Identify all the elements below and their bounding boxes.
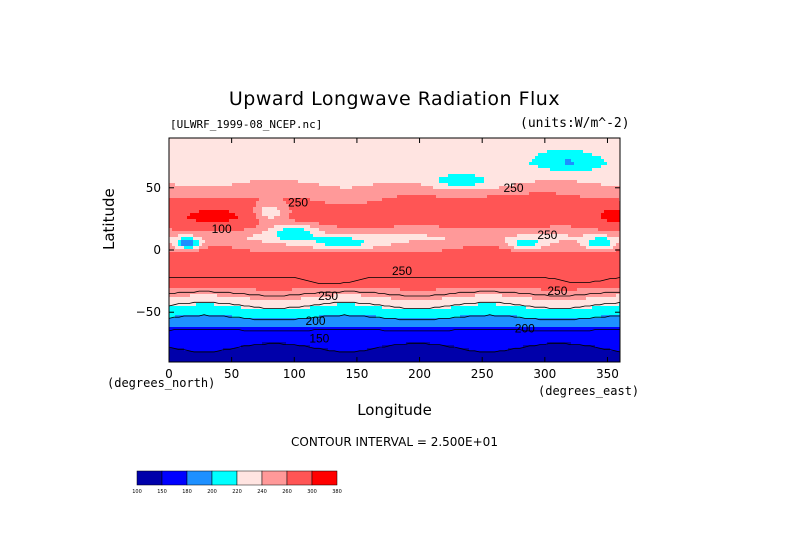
x-tick-label: 50 — [224, 367, 239, 381]
colorbar-swatch — [286, 470, 313, 486]
x-tick-label: 300 — [533, 367, 556, 381]
colorbar-label: 220 — [232, 489, 242, 495]
contour-line — [169, 342, 620, 353]
x-unit-label: (degrees_east) — [538, 384, 640, 398]
contour-label: 100 — [212, 222, 232, 236]
contour-label: 250 — [392, 264, 412, 278]
chart-title: Upward Longwave Radiation Flux — [228, 88, 561, 110]
colorbar-label: 380 — [332, 489, 342, 495]
colorbar-swatch — [261, 470, 288, 486]
contour-label: 250 — [318, 289, 338, 303]
colorbar-label: 240 — [257, 489, 267, 495]
y-axis-label: Latitude — [100, 188, 118, 250]
colorbar-swatch — [236, 470, 263, 486]
contour-label: 200 — [515, 321, 535, 335]
x-tick-label: 350 — [596, 367, 619, 381]
colorbar-label: 260 — [282, 489, 292, 495]
contour-line — [169, 290, 620, 297]
x-tick-label: 0 — [165, 367, 173, 381]
colorbar-label: 100 — [132, 489, 142, 495]
contour-labels: 250 250 100 250 250 250 250 200 200 150 — [212, 181, 568, 346]
y-tick-label: 50 — [146, 181, 161, 195]
axes: 0 50 100 150 200 250 300 350 −50 0 50 — [136, 138, 620, 381]
contour-line — [169, 314, 620, 321]
colorbar-label: 200 — [207, 489, 217, 495]
y-unit-label: (degrees_north) — [107, 376, 216, 390]
colorbar-label: 300 — [307, 489, 317, 495]
contour-label: 250 — [537, 228, 557, 242]
y-tick-label: −50 — [136, 305, 161, 319]
contour-line — [169, 277, 620, 284]
x-tick-label: 150 — [345, 367, 368, 381]
contour-line — [169, 301, 620, 309]
contour-lines — [169, 277, 620, 353]
x-axis-label: Longitude — [357, 401, 432, 419]
colorbar-swatch — [161, 470, 188, 486]
colorbar-swatch — [311, 470, 338, 486]
x-tick-label: 250 — [471, 367, 494, 381]
colorbar-swatch — [211, 470, 238, 486]
contour-label: 250 — [503, 181, 523, 195]
contour-label: 250 — [288, 196, 308, 210]
y-tick-label: 0 — [153, 243, 161, 257]
colorbar-swatch — [186, 470, 213, 486]
colorbar-swatch — [136, 470, 163, 486]
contour-line — [169, 329, 620, 332]
colorbar-label: 150 — [157, 489, 167, 495]
x-tick-label: 200 — [408, 367, 431, 381]
colorbar-label: 180 — [182, 489, 192, 495]
contour-interval-label: CONTOUR INTERVAL = 2.500E+01 — [291, 435, 498, 449]
colorbar: 100 150 180 200 220 240 260 300 380 — [132, 470, 342, 495]
units-label: (units:W/m^-2) — [520, 116, 630, 131]
file-label: [ULWRF_1999-08_NCEP.nc] — [170, 118, 323, 131]
contour-label: 250 — [547, 284, 567, 298]
contour-label: 150 — [309, 331, 329, 345]
contour-label: 200 — [306, 314, 326, 328]
heatmap-field — [169, 138, 620, 362]
x-tick-label: 100 — [283, 367, 306, 381]
